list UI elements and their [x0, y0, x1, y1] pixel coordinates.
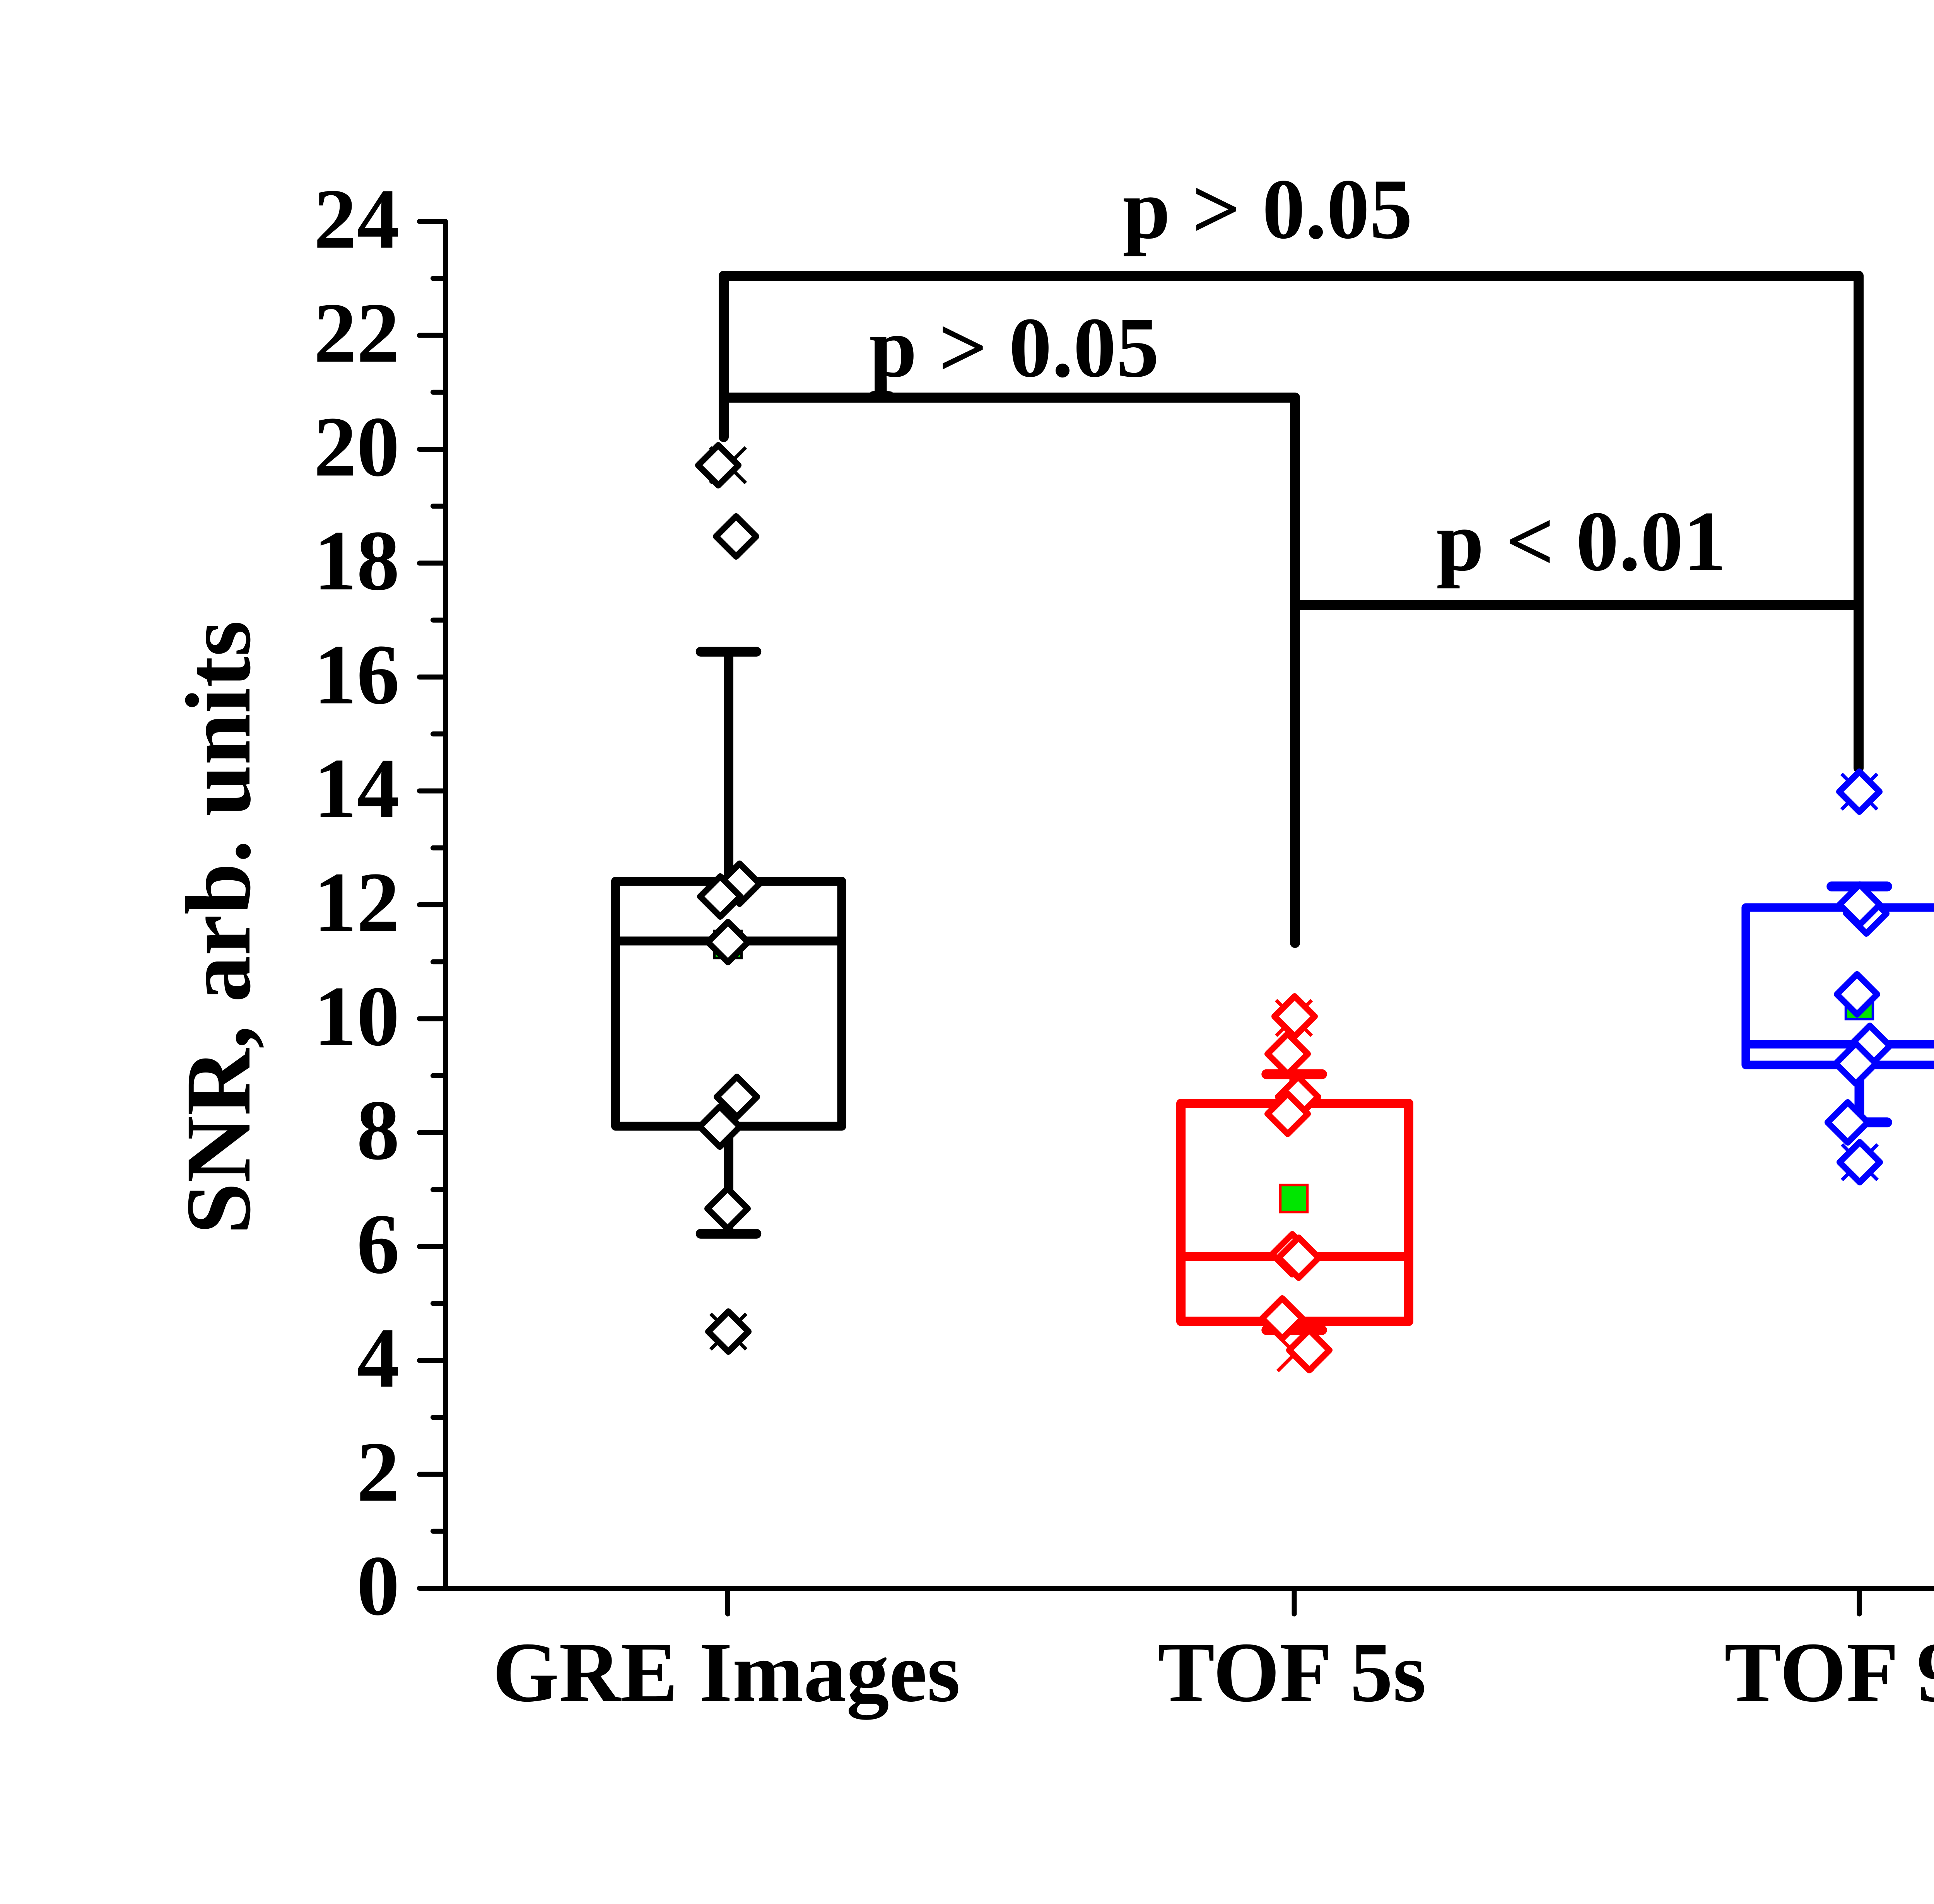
svg-text:4: 4	[357, 1311, 400, 1406]
svg-text:8: 8	[357, 1083, 400, 1178]
svg-text:10: 10	[314, 969, 400, 1064]
svg-text:TOF 5s: TOF 5s	[1158, 1625, 1426, 1720]
svg-text:TOF 9s: TOF 9s	[1724, 1625, 1934, 1720]
svg-text:p > 0.05: p > 0.05	[1122, 162, 1412, 257]
svg-text:24: 24	[314, 172, 400, 267]
svg-text:2: 2	[357, 1424, 400, 1520]
svg-text:0: 0	[357, 1539, 400, 1634]
svg-text:18: 18	[314, 513, 400, 608]
svg-text:6: 6	[357, 1197, 400, 1292]
svg-text:14: 14	[314, 741, 400, 836]
svg-text:16: 16	[314, 627, 400, 722]
svg-text:p > 0.05: p > 0.05	[869, 300, 1159, 395]
svg-text:p < 0.01: p < 0.01	[1436, 494, 1726, 589]
svg-text:SNR, arb. units: SNR, arb. units	[167, 620, 270, 1234]
svg-text:20: 20	[314, 400, 400, 495]
svg-text:GRE Images: GRE Images	[492, 1625, 960, 1720]
svg-text:12: 12	[314, 855, 400, 950]
svg-text:22: 22	[314, 285, 400, 381]
